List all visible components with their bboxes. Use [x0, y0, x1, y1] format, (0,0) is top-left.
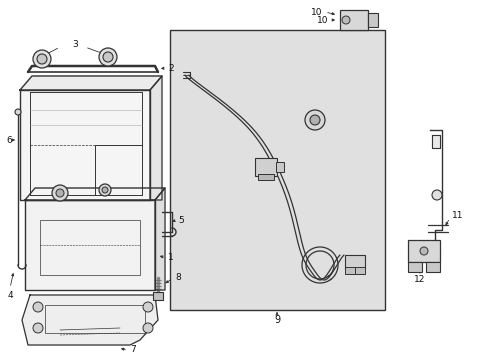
Circle shape — [99, 48, 117, 66]
Polygon shape — [20, 76, 162, 90]
Text: 1: 1 — [168, 253, 173, 262]
Circle shape — [309, 115, 319, 125]
Circle shape — [99, 184, 111, 196]
Circle shape — [37, 54, 47, 64]
Text: 11: 11 — [451, 211, 463, 220]
Circle shape — [33, 50, 51, 68]
Circle shape — [52, 185, 68, 201]
Circle shape — [305, 110, 325, 130]
Bar — [45, 305, 145, 333]
Polygon shape — [431, 135, 439, 148]
Circle shape — [33, 323, 43, 333]
Polygon shape — [25, 188, 164, 200]
Text: 9: 9 — [273, 315, 280, 325]
Text: 6: 6 — [6, 135, 12, 144]
Polygon shape — [155, 188, 164, 290]
Text: 12: 12 — [413, 275, 425, 284]
Circle shape — [142, 302, 153, 312]
Circle shape — [102, 187, 108, 193]
Polygon shape — [150, 76, 162, 200]
Polygon shape — [22, 295, 158, 345]
Bar — [425, 262, 439, 272]
Bar — [345, 255, 364, 269]
Text: 2: 2 — [168, 63, 173, 72]
Bar — [339, 10, 367, 30]
Text: 5: 5 — [178, 216, 183, 225]
Text: 10: 10 — [316, 15, 327, 24]
Bar — [258, 174, 273, 180]
Polygon shape — [25, 200, 155, 290]
Circle shape — [142, 323, 153, 333]
Bar — [407, 240, 439, 262]
Circle shape — [33, 302, 43, 312]
Text: 4: 4 — [7, 291, 13, 300]
Bar — [153, 292, 163, 300]
Circle shape — [103, 52, 113, 62]
Bar — [354, 267, 364, 274]
Text: 7: 7 — [130, 346, 136, 355]
Text: 10: 10 — [310, 8, 321, 17]
Circle shape — [15, 109, 21, 115]
Bar — [275, 162, 284, 172]
Bar — [170, 30, 384, 310]
Text: 8: 8 — [175, 274, 181, 283]
Circle shape — [341, 16, 349, 24]
Bar — [367, 13, 377, 27]
Text: 3: 3 — [72, 40, 78, 49]
Bar — [254, 158, 276, 176]
Polygon shape — [20, 90, 150, 200]
Bar — [407, 262, 421, 272]
Bar — [40, 220, 140, 275]
Circle shape — [431, 190, 441, 200]
Circle shape — [419, 247, 427, 255]
Circle shape — [56, 189, 64, 197]
Bar — [345, 267, 354, 274]
